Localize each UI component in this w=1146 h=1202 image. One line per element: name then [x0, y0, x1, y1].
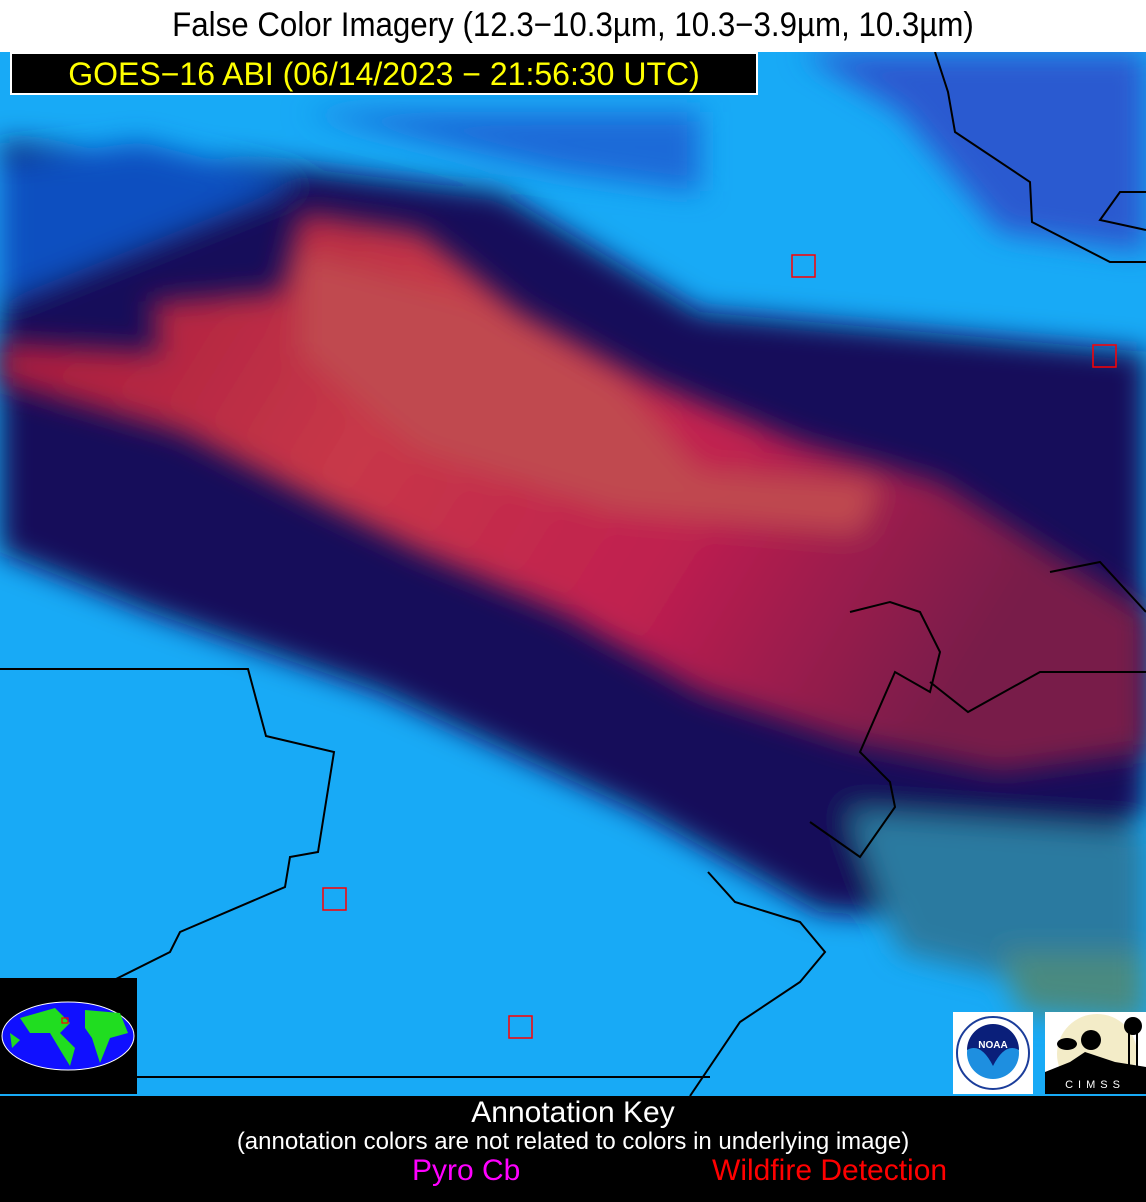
noaa-logo: NOAA [953, 1012, 1033, 1094]
wildfire-detections [322, 254, 1117, 1039]
globe-locator-icon [0, 978, 137, 1094]
satellite-imagery [0, 52, 1146, 1096]
wildfire-detection-marker [322, 887, 347, 911]
wildfire-detection-marker [508, 1015, 533, 1039]
wildfire-detection-marker [791, 254, 816, 278]
political-boundaries [0, 52, 1146, 1096]
annotation-key-note: (annotation colors are not related to co… [236, 1128, 910, 1155]
svg-text:NOAA: NOAA [978, 1040, 1007, 1051]
satellite-timestamp: GOES−16 ABI (06/14/2023 − 21:56:30 UTC) [10, 52, 758, 95]
image-title: False Color Imagery (12.3−10.3µm, 10.3−3… [172, 6, 974, 44]
legend-wildfire-detection: Wildfire Detection [712, 1154, 948, 1187]
cimss-logo: CIMSS [1045, 1012, 1146, 1094]
svg-text:CIMSS: CIMSS [1065, 1079, 1125, 1091]
smoke-plume [0, 212, 1146, 772]
wildfire-detection-marker [1092, 344, 1117, 368]
annotation-key-title: Annotation Key [471, 1096, 675, 1129]
legend-pyro-cb: Pyro Cb [412, 1154, 521, 1187]
annotation-key: Annotation Key (annotation colors are no… [0, 1096, 1146, 1202]
